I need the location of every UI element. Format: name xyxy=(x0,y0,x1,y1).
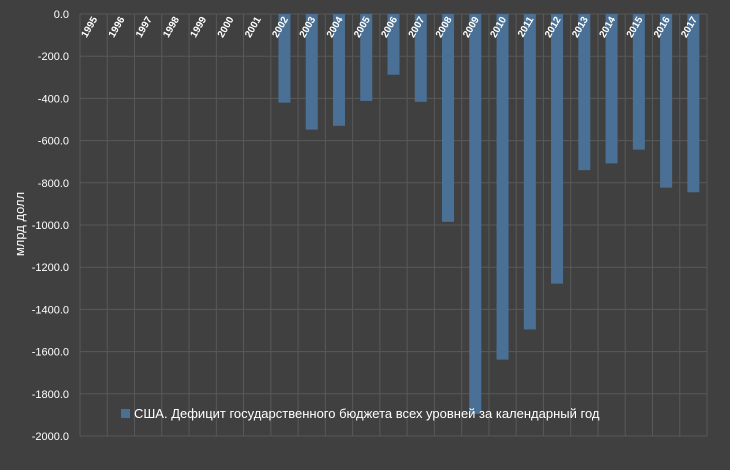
bars xyxy=(278,14,700,414)
y-tick-label: -2000.0 xyxy=(32,431,69,443)
bar-2005 xyxy=(360,14,373,101)
bar-2016 xyxy=(660,14,673,188)
bar-2015 xyxy=(632,14,645,150)
bar-2004 xyxy=(332,14,345,126)
bar-2008 xyxy=(442,14,455,222)
y-axis-label: млрд долл xyxy=(12,192,27,256)
legend-swatch xyxy=(121,409,130,418)
y-tick-label: -1400.0 xyxy=(32,304,69,316)
y-tick-label: -1000.0 xyxy=(32,220,69,232)
y-tick-label: -600.0 xyxy=(38,136,69,148)
y-tick-label: -1800.0 xyxy=(32,389,69,401)
legend: США. Дефицит государственного бюджета вс… xyxy=(121,406,600,421)
y-tick-label: -800.0 xyxy=(38,178,69,190)
bar-2011 xyxy=(523,14,536,330)
bar-2010 xyxy=(496,14,509,360)
bar-2006 xyxy=(387,14,400,75)
bar-2014 xyxy=(605,14,618,164)
legend-label: США. Дефицит государственного бюджета вс… xyxy=(134,406,600,421)
bar-2003 xyxy=(305,14,318,130)
y-tick-label: -1200.0 xyxy=(32,262,69,274)
bar-2009 xyxy=(469,14,482,414)
y-tick-label: -1600.0 xyxy=(32,347,69,359)
bar-2012 xyxy=(551,14,564,284)
bar-2017 xyxy=(687,14,700,193)
gridlines xyxy=(79,13,708,437)
y-tick-label: -200.0 xyxy=(38,51,69,63)
bar-2007 xyxy=(414,14,427,102)
bar-2013 xyxy=(578,14,591,171)
y-tick-label: -400.0 xyxy=(38,93,69,105)
y-tick-labels: 0.0 -200.0 -400.0 -600.0 -800.0 -1000.0 -1200.… xyxy=(32,9,69,443)
bar-2002 xyxy=(278,14,291,103)
x-tick-labels: 1995 1996 1997 1998 1999 2000 2001 2002 2003 2004… xyxy=(80,15,701,40)
y-tick-label: 0.0 xyxy=(54,9,69,21)
